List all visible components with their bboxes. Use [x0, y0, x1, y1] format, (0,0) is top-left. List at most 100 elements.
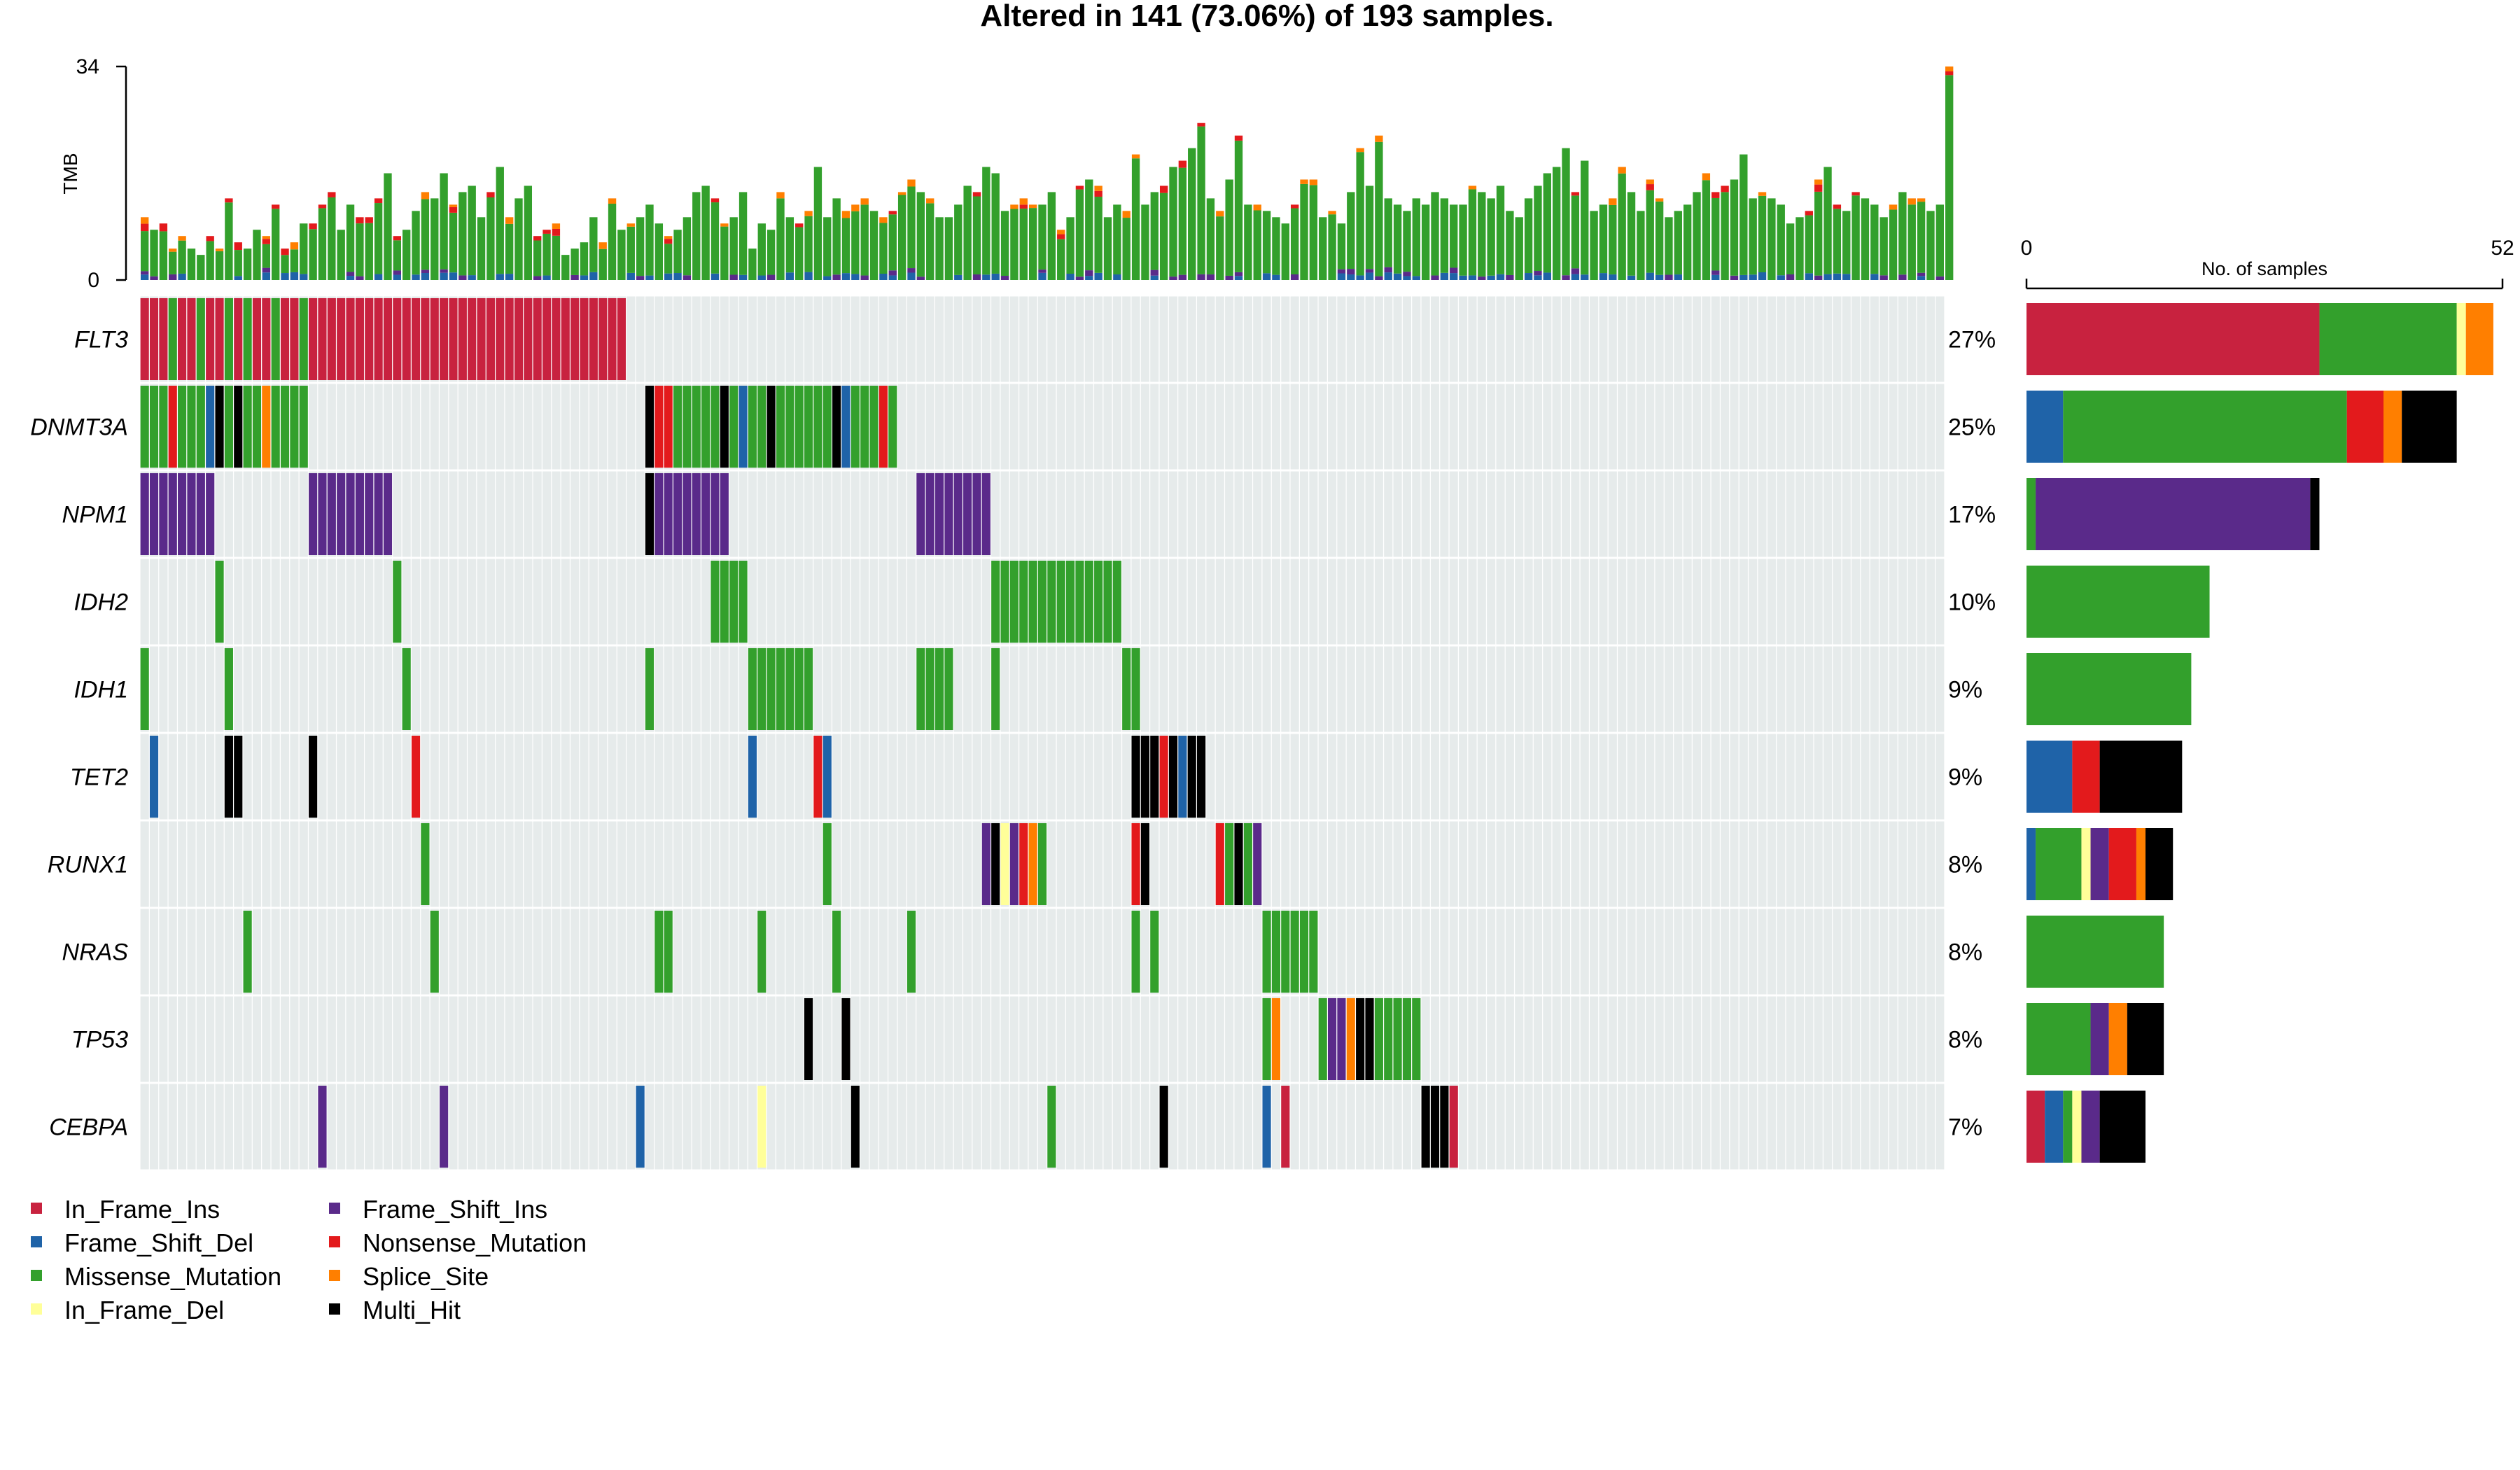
- matrix-cell: [186, 473, 197, 555]
- tmb-bar-segment: [1028, 204, 1037, 209]
- tmb-bar: [766, 230, 776, 280]
- matrix-cell: [467, 298, 477, 380]
- tmb-bar: [897, 192, 906, 280]
- tmb-bar-segment: [486, 197, 495, 280]
- tmb-bar-segment: [860, 204, 869, 276]
- gene-label: IDH1: [74, 677, 128, 704]
- tmb-bar: [1216, 211, 1224, 280]
- tmb-bar-segment: [206, 236, 214, 241]
- matrix-cell: [317, 473, 328, 555]
- tmb-bar: [440, 173, 448, 280]
- matrix-cell: [813, 736, 823, 818]
- matrix-cell: [299, 298, 309, 380]
- tmb-bar-segment: [832, 198, 841, 275]
- tmb-bar-segment: [1571, 274, 1580, 280]
- tmb-bar-segment: [1917, 276, 1926, 280]
- tmb-bar-segment: [1721, 186, 1729, 192]
- tmb-bar-segment: [440, 269, 448, 273]
- tmb-bar-segment: [262, 239, 271, 244]
- matrix-cell: [1449, 1086, 1459, 1168]
- matrix-cell: [214, 298, 225, 380]
- tmb-bar: [1693, 192, 1701, 280]
- tmb-bar-segment: [1712, 197, 1720, 271]
- tmb-bar-segment: [1749, 274, 1757, 280]
- tmb-bar-segment: [916, 192, 925, 277]
- matrix-cell: [692, 386, 701, 468]
- matrix-cell: [308, 473, 318, 555]
- tmb-bar-segment: [1861, 198, 1870, 280]
- tmb-bar-segment: [926, 203, 934, 280]
- matrix-cell: [140, 386, 150, 468]
- tmb-bar-segment: [1879, 275, 1888, 280]
- tmb-bar: [374, 198, 383, 280]
- tmb-bar-segment: [458, 192, 467, 276]
- tmb-bar-segment: [1393, 273, 1402, 280]
- tmb-bar: [1375, 135, 1383, 280]
- tmb-bar-segment: [804, 211, 813, 216]
- tmb-bar-segment: [1646, 179, 1654, 185]
- tmb-bar-segment: [178, 273, 186, 280]
- tmb-bar-segment: [888, 270, 897, 276]
- tmb-bar-segment: [907, 272, 916, 280]
- tmb-bar-segment: [1805, 273, 1813, 280]
- tmb-bar-segment: [1122, 211, 1130, 218]
- tmb-bar: [1506, 211, 1514, 280]
- matrix-cell: [149, 736, 159, 818]
- legend-label: Missense_Mutation: [64, 1262, 281, 1291]
- tmb-bar-segment: [1655, 198, 1664, 202]
- matrix-cell: [214, 386, 225, 468]
- tmb-bar-segment: [1777, 204, 1785, 276]
- tmb-bar-segment: [1234, 135, 1243, 141]
- tmb-tick-label-bottom: 0: [88, 269, 99, 292]
- tmb-bar: [982, 167, 990, 280]
- matrix-cell: [944, 648, 954, 730]
- tmb-bar-segment: [1057, 239, 1065, 280]
- tmb-bar-segment: [328, 192, 336, 197]
- matrix-cell: [196, 473, 206, 555]
- tmb-bar-segment: [1066, 217, 1074, 274]
- tmb-bar-segment: [907, 268, 916, 273]
- matrix-cell: [1318, 998, 1328, 1080]
- tmb-bar-segment: [1506, 211, 1514, 275]
- tmb-bar: [300, 223, 308, 280]
- matrix-cell: [850, 386, 860, 468]
- tmb-barplot: 34 0 TMB: [59, 55, 1954, 292]
- matrix-cell: [233, 736, 243, 818]
- tmb-bar-segment: [1665, 274, 1673, 280]
- tmb-bar: [1562, 148, 1570, 280]
- tmb-bar: [1356, 148, 1364, 280]
- tmb-bar-segment: [1103, 217, 1112, 280]
- matrix-cell: [214, 561, 225, 643]
- percent-label: 17%: [1948, 502, 1996, 528]
- matrix-cell: [495, 298, 505, 380]
- matrix-cell: [766, 386, 776, 468]
- tmb-bar-segment: [1571, 195, 1580, 269]
- tmb-bar: [841, 211, 850, 280]
- matrix-cell: [710, 386, 720, 468]
- gene-label: DNMT3A: [30, 414, 128, 441]
- tmb-bar-segment: [851, 204, 860, 211]
- matrix-cell: [757, 911, 766, 993]
- tmb-bar: [1655, 198, 1664, 280]
- matrix-cell: [149, 473, 159, 555]
- tmb-bar-segment: [440, 173, 448, 270]
- tmb-bar-segment: [300, 274, 308, 280]
- tmb-bar-segment: [187, 248, 196, 280]
- tmb-bar-segment: [608, 198, 617, 204]
- legend-item: Splice_Site: [329, 1262, 489, 1291]
- count-bar-segment: [2402, 391, 2457, 463]
- tmb-bar-segment: [982, 274, 990, 280]
- tmb-bar-segment: [1898, 274, 1907, 280]
- tmb-bar: [309, 223, 317, 280]
- tmb-bar: [851, 204, 860, 280]
- tmb-bar-segment: [1403, 272, 1411, 276]
- matrix-cell: [514, 298, 524, 380]
- tmb-bar-segment: [384, 173, 392, 280]
- tmb-bar: [1169, 167, 1177, 280]
- tmb-bar-segment: [664, 239, 673, 244]
- tmb-bar-segment: [813, 167, 822, 280]
- matrix-cell: [1289, 911, 1300, 993]
- tmb-bar-segment: [1019, 208, 1028, 280]
- tmb-bar-segment: [561, 255, 570, 280]
- tmb-bar-segment: [449, 272, 458, 280]
